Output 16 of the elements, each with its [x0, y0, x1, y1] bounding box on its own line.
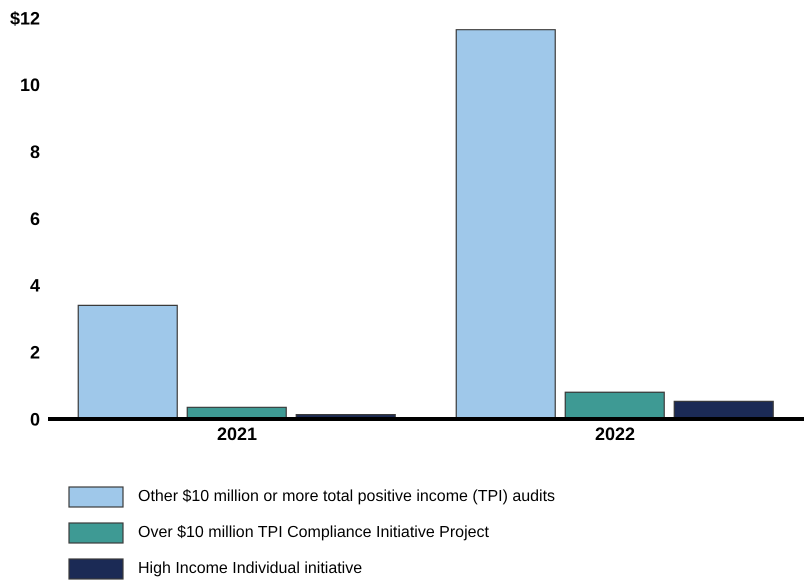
legend-label: Other $10 million or more total positive income (TPI) audits	[138, 488, 556, 506]
x-tick-label: 2021	[216, 424, 258, 444]
y-tick-label: 8	[30, 142, 40, 162]
y-tick-label: 2	[30, 342, 40, 363]
bar	[456, 29, 556, 419]
x-tick-label: 2022	[594, 424, 636, 444]
legend-label: Over $10 million TPI Compliance Initiative Project	[138, 524, 489, 542]
legend-label: High Income Individual initiative	[138, 560, 362, 578]
bar	[564, 392, 665, 419]
bar	[674, 400, 774, 419]
y-tick-label: 4	[30, 276, 40, 296]
bar	[78, 304, 178, 419]
y-tick-label: $12	[10, 8, 40, 28]
y-tick-label: 6	[30, 208, 40, 229]
y-tick-label: 0	[30, 409, 40, 430]
y-tick-label: 10	[20, 75, 40, 96]
